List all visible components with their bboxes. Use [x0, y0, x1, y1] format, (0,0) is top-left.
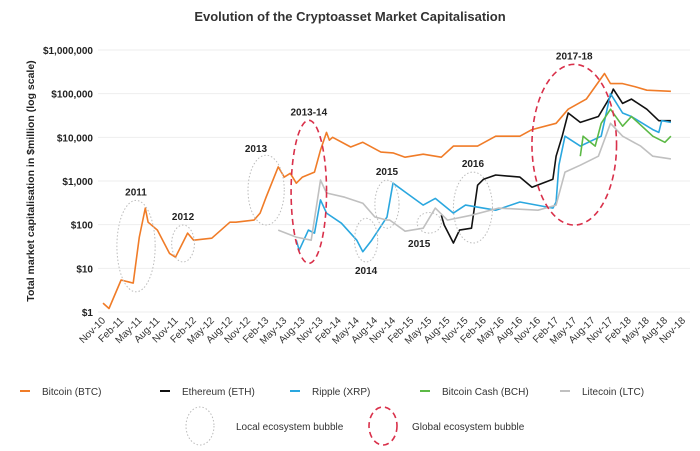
global-bubble-ellipse: [290, 119, 328, 265]
bubble-label: 2015: [376, 167, 399, 178]
bubble-label: 2011: [125, 187, 147, 198]
local-bubble-ellipse: [354, 217, 379, 263]
chart-title: Evolution of the Cryptoasset Market Capi…: [194, 9, 505, 24]
legend-label: Litecoin (LTC): [582, 387, 644, 398]
series-line-ripple-xrp: [295, 92, 672, 253]
legend-item: Litecoin (LTC): [560, 387, 644, 398]
legend-bubble-label: Local ecosystem bubble: [236, 422, 344, 433]
y-axis-label: Total market capitalisation in $million …: [25, 60, 37, 301]
bubble-annotations: 2011 2012 2013 2013-14 2014 2015 2015 2016 2017-…: [116, 51, 618, 293]
legend-bubble-item: Local ecosystem bubble: [185, 406, 344, 446]
legend-item: Ripple (XRP): [290, 387, 370, 398]
legend-label: Bitcoin (BTC): [42, 387, 101, 398]
y-axis-ticks: $1 $10 $100 $1,000 $10,000 $100,000 $1,000,000: [43, 46, 93, 319]
bubble-label: 2013: [245, 144, 268, 155]
series-line-ethereum-eth: [440, 88, 671, 244]
local-bubble-ellipse: [247, 154, 285, 226]
y-tick-label: $10: [76, 264, 93, 275]
bubble-label: 2014: [355, 266, 378, 277]
legend-bubble-label: Global ecosystem bubble: [412, 422, 525, 433]
bubble-label: 2015: [408, 239, 431, 250]
series-line-bitcoin-btc: [102, 72, 671, 310]
x-axis-ticks: Nov-10Feb-11May-11Aug-11Nov-11Feb-12May-…: [78, 315, 689, 347]
bubble-label: 2012: [172, 212, 195, 223]
legend-bubble-item: Global ecosystem bubble: [368, 406, 525, 446]
global-bubble-icon: [368, 406, 398, 446]
y-tick-label: $100: [71, 221, 94, 232]
legend-item: Bitcoin Cash (BCH): [420, 387, 529, 398]
bubble-label: 2017-18: [556, 51, 593, 62]
local-bubble-ellipse: [116, 199, 156, 293]
series-line-litecoin-ltc: [277, 122, 672, 241]
local-bubble-ellipse: [452, 171, 493, 244]
legend-item: Bitcoin (BTC): [20, 387, 101, 398]
series-line-bitcoin-cash-bch: [579, 108, 672, 157]
y-tick-label: $100,000: [51, 90, 93, 101]
y-tick-label: $1: [82, 308, 94, 319]
y-tick-label: $10,000: [57, 133, 94, 144]
local-bubble-ellipse: [171, 224, 195, 263]
local-bubble-ellipse: [374, 179, 400, 229]
global-bubble-ellipse: [531, 63, 618, 226]
series-lines: [102, 72, 672, 310]
local-bubble-ellipse: [416, 211, 442, 234]
bubble-label: 2016: [462, 159, 485, 170]
legend: Bitcoin (BTC) Ethereum (ETH) Ripple (XRP) B…: [20, 387, 644, 446]
legend-label: Bitcoin Cash (BCH): [442, 387, 529, 398]
legend-label: Ethereum (ETH): [182, 387, 255, 398]
legend-item: Ethereum (ETH): [160, 387, 255, 398]
y-tick-label: $1,000,000: [43, 46, 93, 57]
local-bubble-icon: [185, 406, 215, 446]
y-tick-label: $1,000: [62, 177, 93, 188]
legend-label: Ripple (XRP): [312, 387, 370, 398]
bubble-label: 2013-14: [290, 107, 327, 118]
gridlines: [98, 49, 690, 313]
